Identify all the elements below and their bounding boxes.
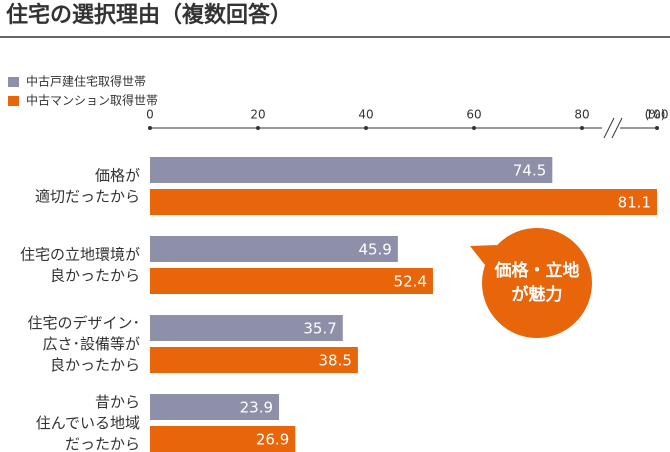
x-tick-label: 60	[466, 108, 481, 122]
callout-bubble	[470, 245, 497, 265]
value-label: 23.9	[240, 399, 273, 417]
value-label: 35.7	[303, 320, 336, 338]
x-tick-label: 20	[250, 108, 265, 122]
value-label: 81.1	[618, 194, 651, 212]
category-label-line: 適切だったから	[35, 187, 140, 205]
value-label: 38.5	[318, 352, 351, 370]
axis-break	[603, 117, 615, 139]
axis-unit: (%)	[645, 108, 666, 122]
legend-swatch	[8, 77, 19, 87]
value-label: 45.9	[358, 241, 391, 259]
annotation-line: 価格・立地	[494, 260, 580, 281]
tick-mark	[364, 126, 368, 130]
annotation-line: が魅力	[512, 284, 563, 305]
category-label: 昔から住んでいる地域だったから	[36, 393, 140, 452]
category-label: 住宅の立地環境が良かったから	[20, 245, 140, 284]
legend-swatch	[8, 96, 19, 106]
callout-bubble	[482, 228, 592, 338]
axis-break	[611, 117, 623, 139]
tick-mark	[256, 126, 260, 130]
x-tick-label: 0	[146, 108, 154, 122]
category-label-line: だったから	[65, 435, 140, 452]
legend-label: 中古マンション取得世帯	[26, 93, 158, 108]
category-label-line: 価格が	[95, 166, 140, 184]
tick-mark	[580, 126, 584, 130]
bar	[150, 236, 398, 262]
x-tick-label: 40	[358, 108, 373, 122]
annotation: 価格・立地が魅力	[494, 260, 580, 305]
category-label-line: 昔から	[95, 393, 140, 411]
category-label-line: 良かったから	[50, 266, 140, 284]
chart-title: 住宅の選択理由（複数回答）	[6, 2, 292, 28]
category-label: 住宅のデザイン･ 広さ･設備等が良かったから	[27, 314, 140, 374]
tick-mark	[148, 126, 152, 130]
x-tick-label: 100	[646, 108, 669, 122]
category-label-line: 良かったから	[50, 356, 140, 374]
tick-mark	[655, 126, 659, 130]
legend-label: 中古戸建住宅取得世帯	[26, 74, 146, 89]
bar	[150, 189, 657, 215]
bar	[150, 315, 343, 341]
category-label: 価格が適切だったから	[35, 166, 140, 205]
category-label-line: 住んでいる地域	[36, 414, 140, 432]
bar	[150, 347, 358, 373]
value-label: 52.4	[394, 273, 427, 291]
value-label: 26.9	[256, 431, 289, 449]
tick-mark	[472, 126, 476, 130]
category-label-line: 住宅の立地環境が	[20, 245, 140, 263]
bar	[150, 426, 296, 452]
bar	[150, 157, 553, 183]
bar	[150, 268, 433, 294]
value-label: 74.5	[513, 162, 546, 180]
category-label-line: 広さ･設備等が	[42, 335, 140, 353]
bar	[150, 394, 280, 420]
category-label-line: 住宅のデザイン･	[27, 314, 140, 332]
x-tick-label: 80	[574, 108, 589, 122]
